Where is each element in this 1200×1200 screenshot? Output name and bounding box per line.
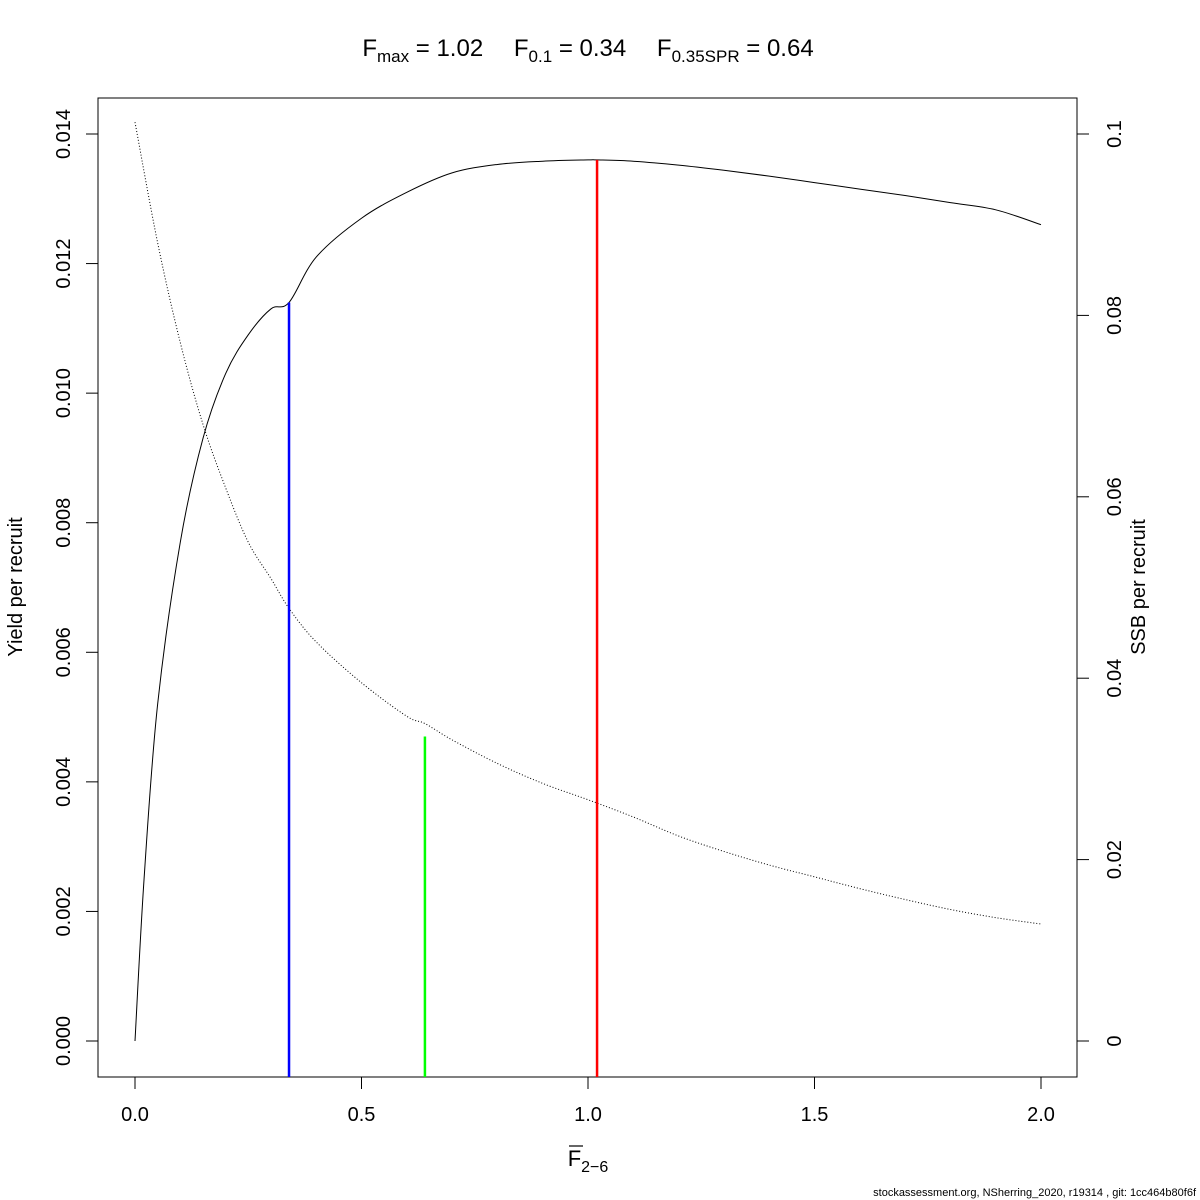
y-right-tick-label: 0.1 xyxy=(1104,120,1126,148)
title-subscript: 0.35SPR xyxy=(672,47,740,66)
x-tick-label: 1.5 xyxy=(801,1104,829,1126)
x-tick-label: 2.0 xyxy=(1027,1104,1055,1126)
x-label-text: F2−6 xyxy=(568,1146,609,1176)
yield-per-recruit-line xyxy=(134,159,1042,1042)
y-right-tick-label: 0.06 xyxy=(1104,477,1126,516)
title-symbol: F xyxy=(657,35,672,62)
ssb-per-recruit-line xyxy=(134,122,1042,925)
x-tick-label: 0.0 xyxy=(121,1104,149,1126)
y-left-tick-label: 0.008 xyxy=(53,498,75,548)
title-value: = 1.02 xyxy=(409,35,483,62)
title-subscript: max xyxy=(377,47,410,66)
title-value: = 0.64 xyxy=(740,35,814,62)
y-left-tick-label: 0.000 xyxy=(53,1016,75,1066)
y-axis-right: 0 0.02 0.04 0.06 0.08 0.1 xyxy=(1076,120,1126,1047)
x-axis: 0.0 0.5 1.0 1.5 2.0 xyxy=(121,1076,1055,1126)
y-left-tick-label: 0.004 xyxy=(53,757,75,807)
title-symbol: F xyxy=(514,35,529,62)
title-subscript: 0.1 xyxy=(529,47,553,66)
series-group xyxy=(134,122,1042,1042)
y-right-tick-label: 0.04 xyxy=(1104,659,1126,698)
footer-text: stockassessment.org, NSherring_2020, r19… xyxy=(873,1187,1197,1199)
y-left-tick-label: 0.010 xyxy=(53,368,75,418)
y-axis-left: 0.000 0.002 0.004 0.006 0.008 0.010 0.012 0.014 xyxy=(53,109,99,1066)
y-axis-left-label: Yield per recruit xyxy=(5,517,27,657)
y-left-tick-label: 0.006 xyxy=(53,627,75,677)
y-right-tick-label: 0 xyxy=(1104,1035,1126,1046)
y-right-tick-label: 0.08 xyxy=(1104,296,1126,335)
y-left-tick-label: 0.012 xyxy=(53,239,75,289)
x-axis-label: F2−6 xyxy=(568,1145,609,1176)
x-tick-label: 0.5 xyxy=(348,1104,376,1126)
chart-title: Fmax = 1.02 F0.1 = 0.34 F0.35SPR = 0.64 xyxy=(362,35,813,66)
reference-lines xyxy=(287,159,599,1077)
plot-frame xyxy=(97,97,1078,1078)
x-tick-label: 1.0 xyxy=(574,1104,602,1126)
y-left-tick-label: 0.002 xyxy=(53,886,75,936)
y-axis-right-label: SSB per recruit xyxy=(1128,519,1150,655)
title-value: = 0.34 xyxy=(552,35,626,62)
y-left-tick-label: 0.014 xyxy=(53,109,75,159)
title-text: Fmax = 1.02 F0.1 = 0.34 F0.35SPR = 0.64 xyxy=(362,35,813,66)
title-symbol: F xyxy=(362,35,377,62)
y-right-tick-label: 0.02 xyxy=(1104,840,1126,879)
